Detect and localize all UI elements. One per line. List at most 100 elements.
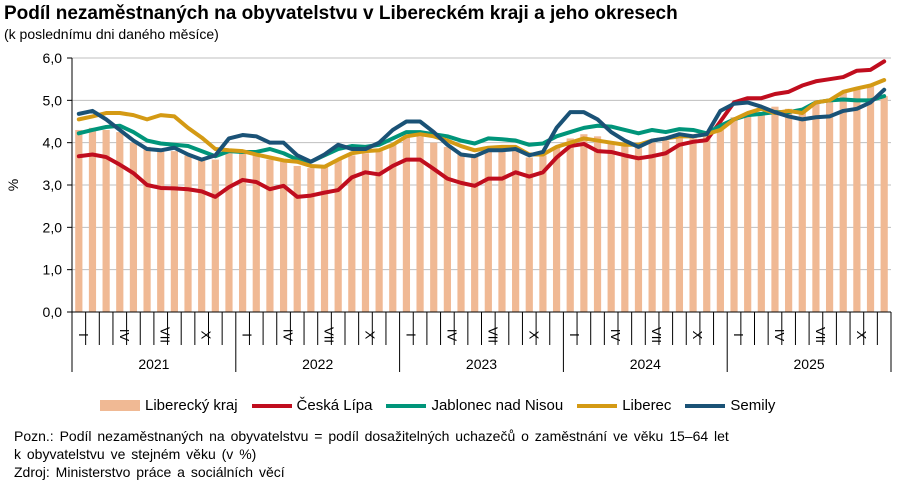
- bar: [348, 155, 356, 312]
- bar: [662, 140, 670, 312]
- month-label: VII: [322, 327, 337, 343]
- bar: [552, 146, 561, 312]
- bar: [293, 165, 301, 312]
- year-label: 2025: [794, 356, 825, 372]
- bar: [266, 159, 274, 312]
- legend-label: Jablonec nad Nisou: [431, 397, 564, 414]
- month-label: I: [76, 333, 91, 337]
- bar: [198, 157, 206, 312]
- bar: [116, 132, 124, 312]
- bar: [621, 144, 629, 312]
- y-tick-label: 1,0: [43, 262, 63, 278]
- bar: [798, 108, 806, 312]
- chart-subtitle: (k poslednímu dni daného měsíce): [4, 26, 219, 42]
- month-label: X: [854, 331, 869, 340]
- bar: [744, 113, 752, 313]
- bar: [853, 89, 861, 312]
- bar: [88, 127, 97, 312]
- month-label: VII: [649, 327, 664, 343]
- bar: [825, 100, 834, 312]
- month-label: X: [690, 331, 705, 340]
- bar: [279, 161, 288, 312]
- month-label: X: [199, 331, 214, 340]
- month-label: IV: [444, 329, 459, 342]
- bar: [225, 153, 233, 312]
- bar: [812, 102, 820, 312]
- bar: [730, 117, 738, 313]
- bar: [866, 85, 875, 313]
- series-line-semily: [76, 87, 887, 164]
- bar: [512, 151, 520, 312]
- chart: 0,0 1,0 2,0 3,0 4,0 5,0 6,0% I IV VII X 2021 I IV VII X…: [5, 50, 892, 372]
- legend-swatch: [100, 400, 140, 411]
- month-label: IV: [772, 329, 787, 342]
- bar: [430, 142, 438, 312]
- bar: [361, 153, 370, 312]
- legend-item-jablonec: Jablonec nad Nisou: [386, 397, 563, 414]
- legend-label: Liberec: [622, 397, 672, 414]
- bar: [75, 129, 83, 312]
- bar: [525, 157, 533, 312]
- bar: [402, 136, 411, 312]
- year-label: 2021: [138, 356, 169, 372]
- bar: [389, 144, 397, 312]
- bar: [593, 136, 602, 312]
- bar: [471, 155, 479, 312]
- legend-item-liberec: Liberec: [577, 397, 671, 414]
- bar: [689, 138, 697, 312]
- month-label: VII: [813, 327, 828, 343]
- bar: [184, 155, 192, 312]
- month-label: VII: [158, 327, 173, 343]
- legend-label: Liberecký kraj: [145, 397, 238, 414]
- note-line: k obyvatelstvu ve stejném věku (v %): [14, 446, 257, 462]
- bar: [334, 159, 342, 312]
- bar: [320, 165, 329, 312]
- bar: [634, 146, 643, 312]
- month-label: IV: [281, 329, 296, 342]
- bar: [703, 136, 711, 312]
- legend-swatch: [577, 403, 618, 408]
- source-line: Zdroj: Ministerstvo práce a sociálních v…: [14, 464, 285, 480]
- y-tick-label: 2,0: [43, 219, 63, 235]
- bar: [170, 151, 178, 312]
- month-label: IV: [608, 329, 623, 342]
- y-tick-label: 3,0: [43, 177, 63, 193]
- month-label: X: [526, 331, 541, 340]
- bar: [443, 146, 451, 312]
- bar: [157, 149, 165, 312]
- month-label: I: [240, 333, 255, 337]
- y-tick-label: 0,0: [43, 304, 63, 320]
- legend-item-semily: Semily: [685, 397, 775, 414]
- bar: [252, 155, 260, 312]
- chart-title: Podíl nezaměstnaných na obyvatelstvu v L…: [4, 3, 678, 24]
- bar: [771, 106, 779, 312]
- bar: [757, 113, 765, 313]
- note-line: Pozn.: Podíl nezaměstnaných na obyvatels…: [14, 428, 729, 444]
- month-label: VII: [485, 327, 500, 343]
- bar: [211, 159, 219, 312]
- y-tick-label: 6,0: [43, 50, 63, 66]
- year-label: 2024: [630, 356, 661, 372]
- bar: [375, 151, 383, 312]
- month-label: IV: [117, 329, 132, 342]
- series-line-liberec: [76, 78, 887, 169]
- legend-label: Semily: [730, 397, 776, 414]
- legend-item-liberecky-kraj: Liberecký kraj: [100, 397, 238, 414]
- y-tick-label: 4,0: [43, 135, 63, 151]
- month-label: I: [567, 333, 582, 337]
- month-label: I: [731, 333, 746, 337]
- bar: [416, 136, 424, 312]
- bar: [880, 96, 888, 312]
- bar: [648, 142, 656, 312]
- bar: [484, 151, 492, 312]
- bar: [566, 138, 574, 312]
- y-axis-label: %: [5, 179, 21, 191]
- bar: [307, 168, 315, 312]
- bar: [143, 146, 151, 312]
- legend-swatch: [685, 403, 726, 408]
- bar: [539, 155, 547, 312]
- month-label: I: [403, 333, 418, 337]
- notes: Pozn.: Podíl nezaměstnaných na obyvatels…: [14, 427, 729, 481]
- legend: Liberecký kraj Česká Lípa Jablonec nad N…: [100, 397, 775, 414]
- month-label: X: [362, 331, 377, 340]
